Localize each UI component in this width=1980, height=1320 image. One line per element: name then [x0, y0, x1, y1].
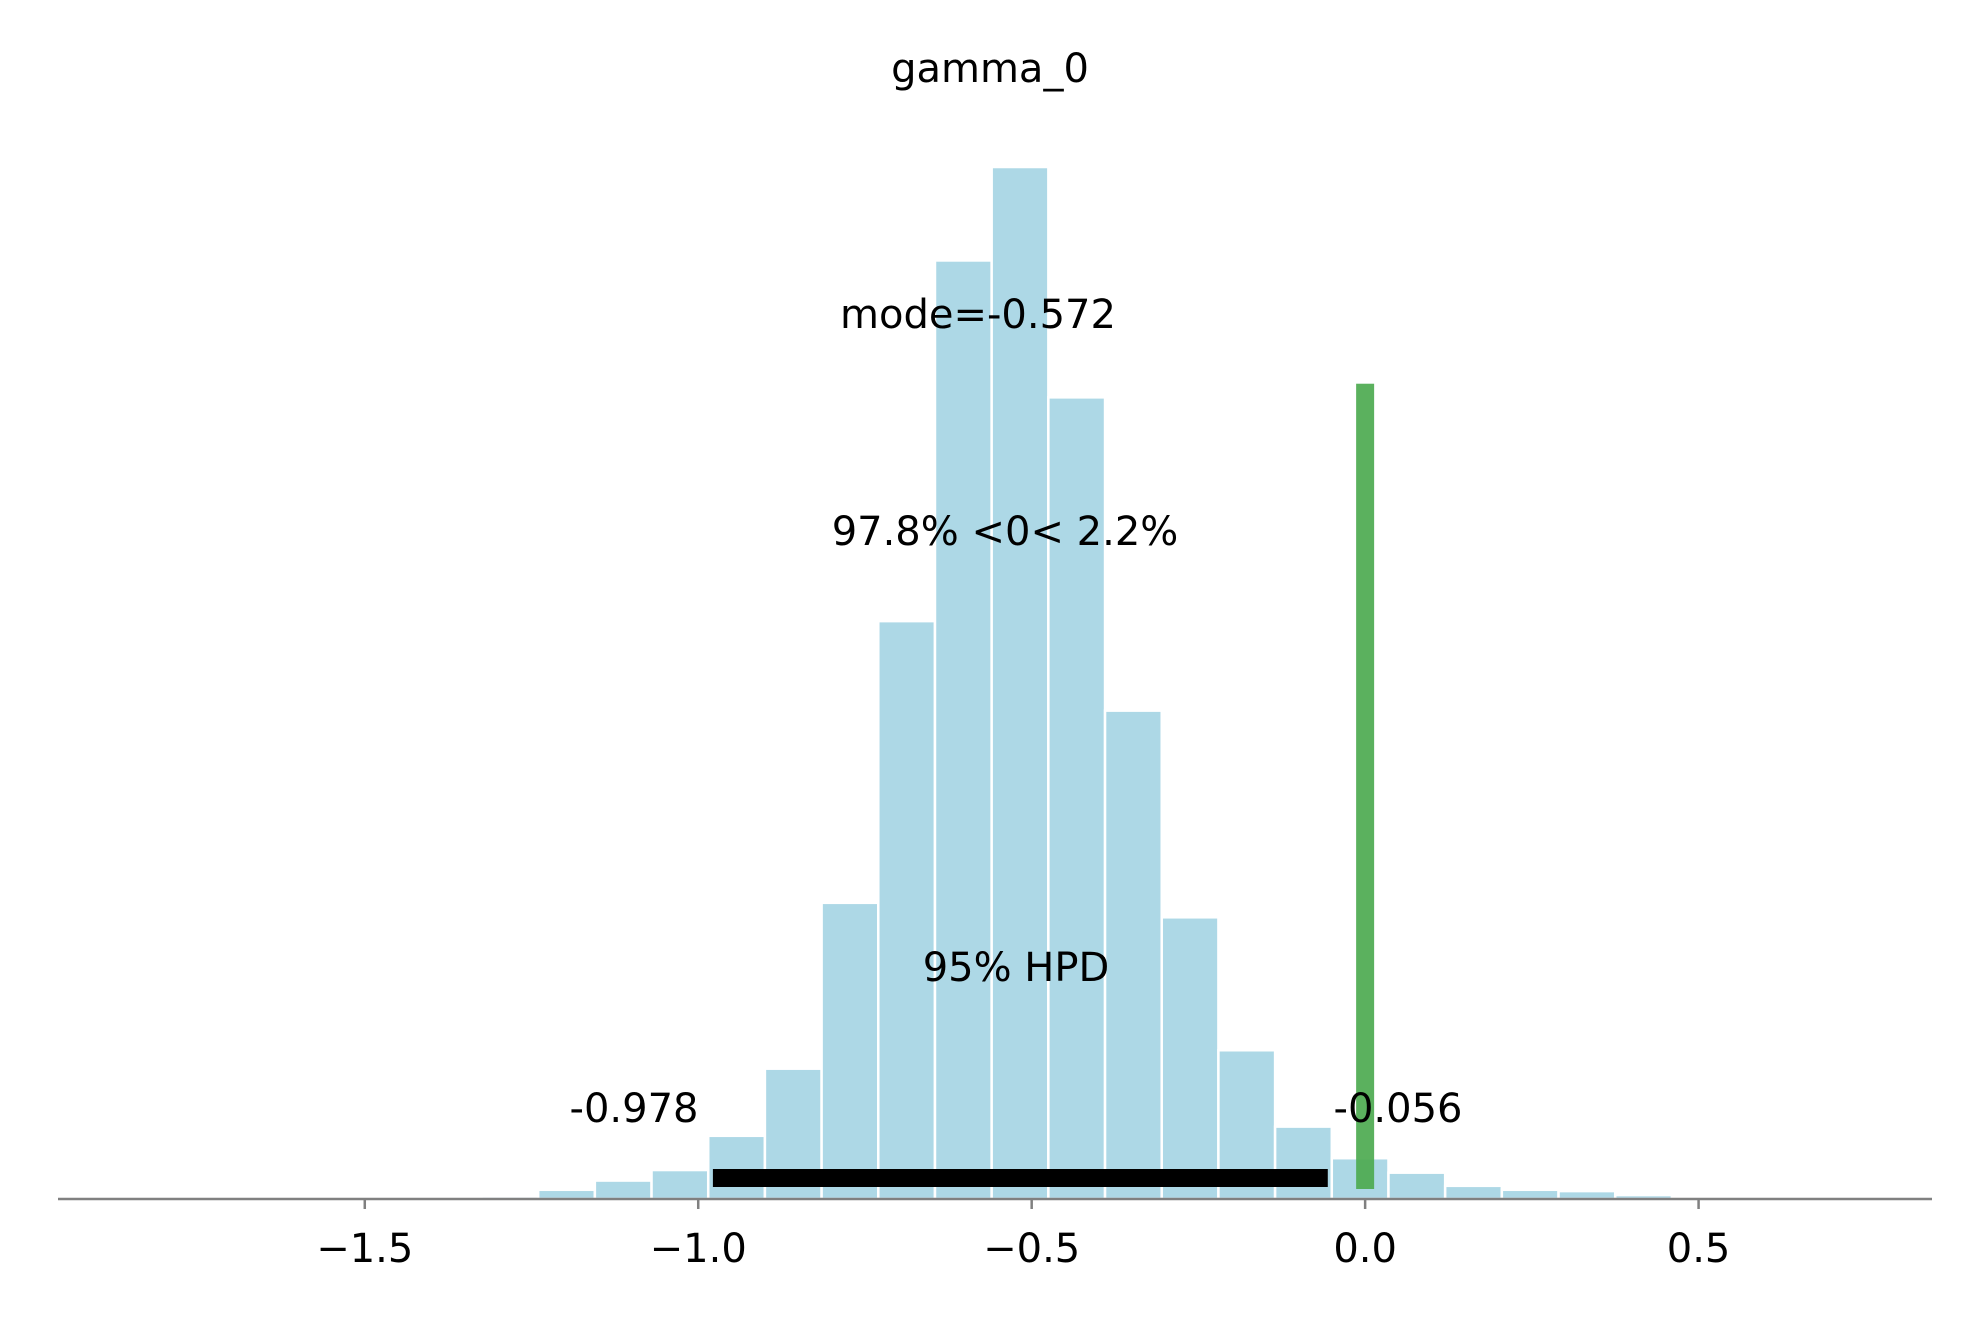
x-tick-label: −1.5 — [316, 1226, 413, 1272]
histogram-bar — [933, 259, 993, 1201]
x-axis-ticks: −1.5 −1.0 −0.5 0.0 0.5 — [316, 1199, 1730, 1272]
reference-line — [1356, 383, 1375, 1190]
x-tick-label: 0.5 — [1667, 1226, 1731, 1272]
histogram-bar — [1387, 1171, 1447, 1201]
x-tick-label: 0.0 — [1333, 1226, 1397, 1272]
histogram-bar — [650, 1168, 710, 1201]
histogram-bars — [480, 165, 1674, 1201]
hpd-label: 95% HPD — [923, 945, 1110, 991]
histogram-bar — [706, 1134, 767, 1201]
x-tick-label: −1.0 — [650, 1226, 747, 1272]
hpd-low-label: -0.978 — [570, 1086, 699, 1132]
x-tick-label: −0.5 — [983, 1226, 1080, 1272]
histogram-bar — [1500, 1188, 1560, 1201]
hpd-high-label: -0.056 — [1334, 1086, 1463, 1132]
histogram-bar — [1443, 1184, 1504, 1201]
histogram-bar — [1103, 709, 1163, 1201]
chart-title: gamma_0 — [891, 46, 1089, 92]
histogram-bar — [1160, 916, 1220, 1201]
mode-label: mode=-0.572 — [840, 292, 1116, 338]
hpd-bar — [712, 1169, 1328, 1187]
histogram-bar — [820, 901, 880, 1201]
histogram-bar — [877, 619, 937, 1201]
histogram-bar — [593, 1179, 653, 1201]
histogram-bar — [1273, 1125, 1334, 1201]
ref-value-label: 97.8% <0< 2.2% — [832, 509, 1179, 555]
histogram-bar — [536, 1188, 597, 1201]
